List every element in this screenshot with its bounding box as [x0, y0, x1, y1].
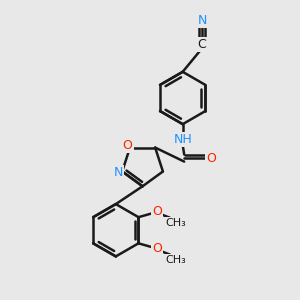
- Text: N: N: [197, 14, 207, 27]
- Text: O: O: [123, 139, 133, 152]
- Text: C: C: [198, 38, 206, 51]
- Text: O: O: [152, 242, 162, 255]
- Text: N: N: [114, 167, 123, 179]
- Text: CH₃: CH₃: [166, 218, 186, 228]
- Text: O: O: [152, 205, 162, 218]
- Text: NH: NH: [173, 133, 192, 146]
- Text: CH₃: CH₃: [166, 255, 186, 265]
- Text: O: O: [206, 152, 216, 164]
